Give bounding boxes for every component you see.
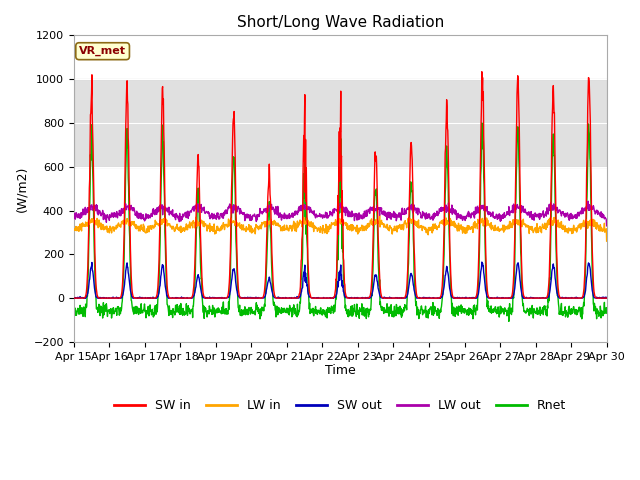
LW in [603, 238, 611, 244]
Rnet [540, 305, 548, 311]
Rnet [188, 306, 196, 312]
Rnet [505, 319, 513, 324]
SW in [493, 295, 500, 301]
LW in [248, 225, 256, 231]
SW out [175, 295, 183, 301]
Legend: SW in, LW in, SW out, LW out, Rnet: SW in, LW in, SW out, LW out, Rnet [109, 394, 572, 417]
LW out [70, 215, 77, 221]
LW out [188, 206, 196, 212]
SW in [175, 295, 183, 301]
SW out [70, 295, 77, 301]
LW out [248, 214, 256, 219]
Rnet [70, 308, 77, 314]
Rnet [248, 307, 256, 312]
Rnet [423, 308, 431, 313]
LW in [376, 213, 383, 218]
LW in [70, 227, 77, 233]
SW out [423, 295, 431, 301]
SW in [248, 295, 256, 301]
SW out [248, 295, 256, 300]
LW in [493, 226, 500, 232]
SW in [540, 295, 547, 301]
Rnet [493, 311, 500, 317]
LW in [175, 227, 183, 233]
SW in [70, 295, 77, 301]
SW in [478, 69, 486, 74]
Line: SW out: SW out [74, 262, 607, 298]
LW out [540, 208, 547, 214]
LW in [423, 228, 431, 234]
SW out [493, 295, 500, 301]
SW out [540, 295, 547, 300]
LW in [188, 219, 196, 225]
Y-axis label: (W/m2): (W/m2) [15, 166, 28, 212]
Line: LW in: LW in [74, 216, 607, 241]
LW out [492, 211, 500, 217]
Rnet [175, 303, 183, 309]
Rnet [478, 120, 486, 126]
LW in [540, 224, 547, 230]
Line: SW in: SW in [74, 72, 607, 298]
Bar [74, 79, 607, 167]
Line: Rnet: Rnet [74, 123, 607, 322]
SW in [603, 295, 611, 301]
LW out [603, 223, 611, 229]
SW in [188, 294, 196, 300]
SW in [423, 295, 431, 301]
LW out [584, 198, 592, 204]
Rnet [603, 311, 611, 316]
Text: VR_met: VR_met [79, 46, 126, 56]
SW out [188, 295, 196, 301]
Title: Short/Long Wave Radiation: Short/Long Wave Radiation [237, 15, 444, 30]
SW out [478, 259, 486, 265]
LW out [423, 215, 431, 221]
X-axis label: Time: Time [325, 364, 356, 377]
SW out [603, 295, 611, 301]
Line: LW out: LW out [74, 201, 607, 226]
LW out [175, 219, 183, 225]
